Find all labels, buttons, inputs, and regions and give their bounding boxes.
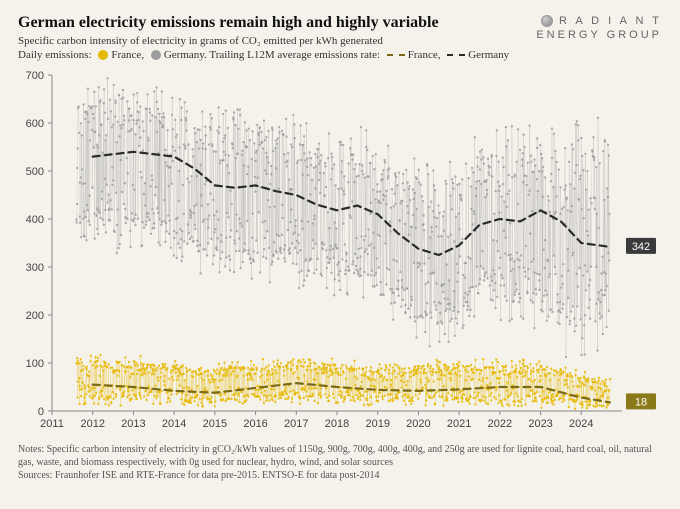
svg-text:700: 700 (26, 70, 44, 82)
svg-text:0: 0 (38, 406, 44, 418)
svg-text:600: 600 (26, 118, 44, 130)
svg-text:2016: 2016 (243, 418, 267, 430)
svg-text:200: 200 (26, 310, 44, 322)
chart-legend: Daily emissions: France, Germany. Traili… (18, 49, 536, 61)
svg-text:400: 400 (26, 214, 44, 226)
svg-text:2013: 2013 (121, 418, 145, 430)
svg-text:2015: 2015 (203, 418, 227, 430)
svg-text:500: 500 (26, 166, 44, 178)
svg-text:2018: 2018 (325, 418, 349, 430)
svg-text:2020: 2020 (406, 418, 430, 430)
chart-notes: Notes: Specific carbon intensity of elec… (18, 443, 662, 482)
svg-text:300: 300 (26, 262, 44, 274)
emissions-chart: 0 100 200 300 400 500 600 700 2011 2012 2013 2014 20… (18, 67, 662, 437)
chart-subtitle: Specific carbon intensity of electricity… (18, 35, 536, 47)
svg-text:2023: 2023 (528, 418, 552, 430)
svg-text:2021: 2021 (447, 418, 471, 430)
svg-text:2019: 2019 (365, 418, 389, 430)
svg-text:2012: 2012 (80, 418, 104, 430)
svg-text:100: 100 (26, 358, 44, 370)
chart-title: German electricity emissions remain high… (18, 14, 536, 32)
svg-text:2017: 2017 (284, 418, 308, 430)
svg-text:2011: 2011 (40, 418, 64, 430)
germany-dash-icon (447, 54, 465, 56)
germany-dot-icon (151, 50, 161, 60)
france-dash-icon (387, 54, 405, 56)
svg-text:2024: 2024 (569, 418, 593, 430)
svg-text:2022: 2022 (488, 418, 512, 430)
brand-logo: R A D I A N T ENERGY GROUP (536, 14, 662, 43)
france-dot-icon (98, 50, 108, 60)
svg-text:2014: 2014 (162, 418, 186, 430)
